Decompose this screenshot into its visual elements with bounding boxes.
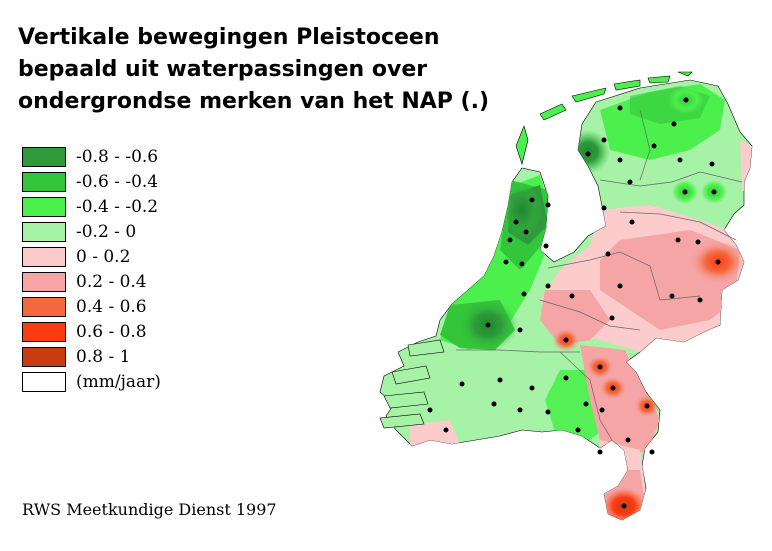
legend-label: -0.6 - -0.4: [76, 172, 159, 192]
legend-swatch: [22, 297, 66, 317]
legend-swatch: [22, 322, 66, 342]
legend-label: 0.6 - 0.8: [76, 322, 147, 342]
legend-swatch: [22, 347, 66, 367]
legend-label: 0.8 - 1: [76, 347, 131, 367]
legend-swatch: [22, 272, 66, 292]
legend-swatch: [22, 147, 66, 167]
title-line-3: ondergrondse merken van het NAP (.): [18, 89, 490, 114]
legend-label: 0.2 - 0.4: [76, 272, 147, 292]
legend-label: -0.2 - 0: [76, 222, 137, 242]
legend-swatch: [22, 172, 66, 192]
measurement-points: [427, 97, 721, 509]
legend-label: -0.4 - -0.2: [76, 197, 159, 217]
credit-text: RWS Meetkundige Dienst 1997: [22, 500, 277, 519]
delta-islands: [379, 339, 445, 429]
legend-swatch: [22, 247, 66, 267]
legend-label: -0.8 - -0.6: [76, 147, 159, 167]
wadden-islands: [515, 71, 693, 166]
province-borders: [456, 109, 743, 441]
title-line-1: Vertikale bewegingen Pleistoceen: [18, 25, 440, 50]
legend-label: (mm/jaar): [76, 372, 161, 392]
legend-swatch: [22, 372, 66, 392]
legend-swatch: [22, 197, 66, 217]
legend-swatch: [22, 222, 66, 242]
title-line-2: bepaald uit waterpassingen over: [18, 57, 428, 82]
map-title: Vertikale bewegingen Pleistoceen bepaald…: [18, 22, 518, 118]
legend-label: 0.4 - 0.6: [76, 297, 147, 317]
legend-label: 0 - 0.2: [76, 247, 131, 267]
